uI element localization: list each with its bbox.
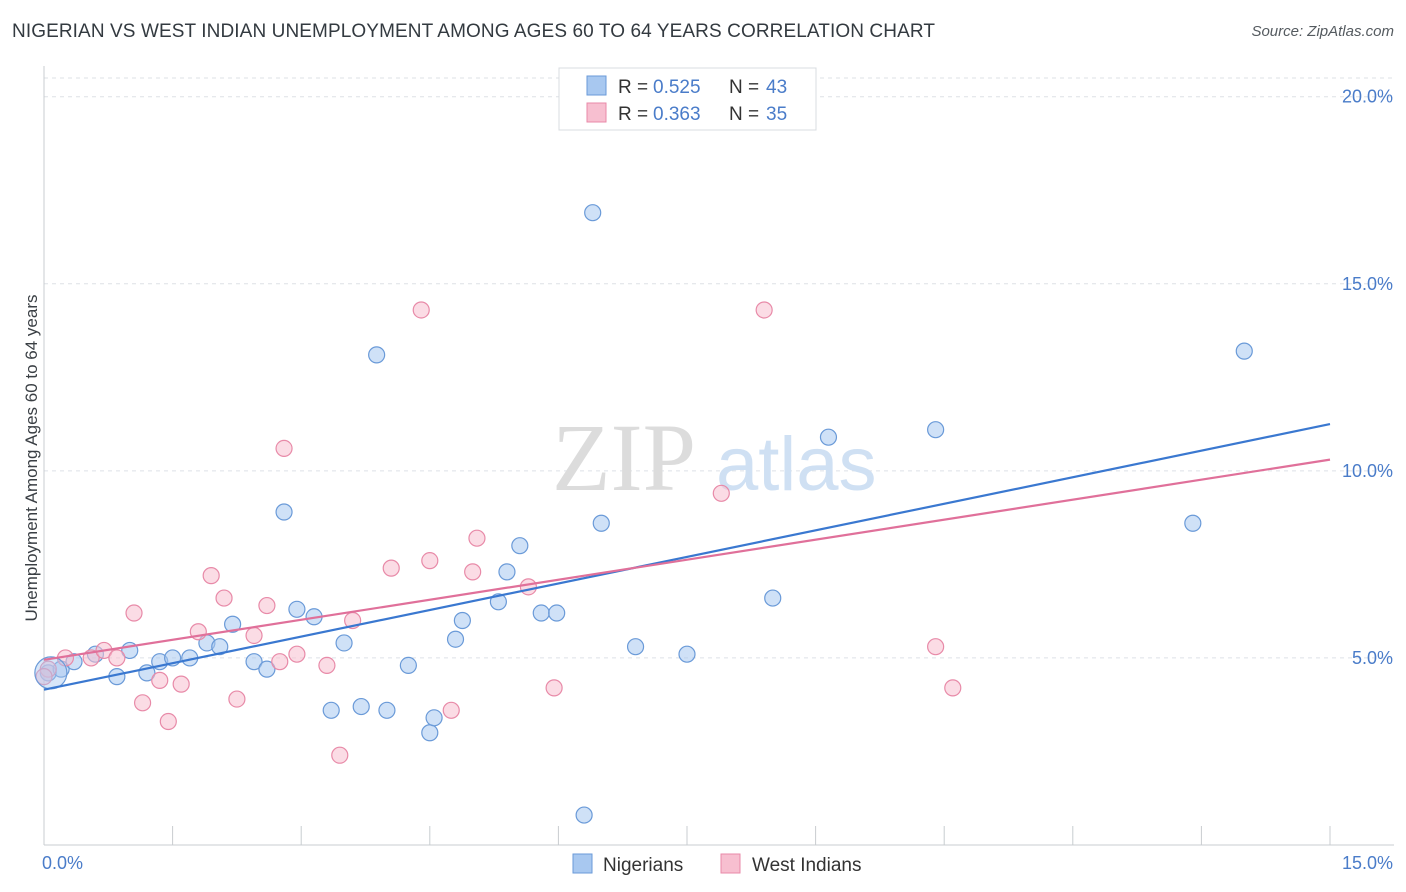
west-indian-point	[318, 656, 336, 675]
nigerian-point	[511, 537, 529, 555]
legend-r-value: 0.363	[653, 104, 701, 125]
watermark-atlas: atlas	[716, 422, 877, 507]
west-indian-point	[382, 559, 400, 577]
nigerian-point	[819, 428, 838, 446]
nigerian-point	[211, 638, 229, 656]
nigerian-point	[453, 611, 471, 630]
nigerian-point	[322, 701, 340, 719]
x-tick-label: 0.0%	[42, 853, 83, 873]
trendlines	[43, 423, 1331, 691]
bottom-legend-nigerians: Nigerians	[603, 855, 683, 876]
west-indian-point	[215, 589, 233, 607]
y-tick-label: 10.0%	[1342, 461, 1393, 481]
nigerian-point	[368, 346, 386, 364]
nigerian-point	[764, 589, 782, 607]
y-tick-label: 5.0%	[1352, 648, 1393, 668]
legend-n-value: 43	[766, 77, 787, 98]
data-points	[34, 204, 1253, 824]
nigerian-point	[678, 645, 696, 663]
y-tick-label: 15.0%	[1342, 274, 1393, 294]
west-indian-point	[172, 675, 190, 693]
nigerian-point	[399, 656, 417, 675]
west-indian-point	[412, 301, 430, 319]
west-indian-point	[228, 690, 246, 708]
west-indian-point	[421, 552, 439, 570]
nigerian-point	[288, 600, 306, 618]
west-indian-point	[288, 645, 306, 663]
axes	[43, 66, 1394, 846]
legend-swatch-pink	[586, 102, 607, 123]
legend-r-label: R =	[618, 77, 648, 98]
y-axis-label: Unemployment Among Ages 60 to 64 years	[22, 295, 41, 622]
nigerian-point	[335, 634, 353, 652]
nigerian-cluster-point	[34, 656, 68, 690]
nigerian-point	[584, 204, 602, 222]
nigerian-point	[592, 514, 610, 532]
west-indian-point	[275, 439, 293, 458]
west-indian-point	[944, 679, 962, 697]
west-indian-point	[271, 653, 289, 671]
west-indian-point	[108, 649, 126, 667]
tick-labels: 5.0% 10.0% 15.0% 20.0% 0.0% 15.0%	[42, 87, 1393, 873]
nigerian-point	[275, 503, 293, 521]
west-indian-point	[159, 712, 177, 731]
west-indian-point	[927, 638, 945, 656]
legend-swatch-blue	[586, 75, 607, 96]
gridlines	[44, 77, 1394, 659]
bottom-legend-west-indians: West Indians	[752, 855, 861, 876]
nigerian-point	[548, 604, 566, 622]
x-tick-label: 15.0%	[1342, 853, 1393, 873]
y-tick-label: 20.0%	[1342, 87, 1393, 107]
nigerian-point	[498, 563, 516, 581]
west-indian-point	[35, 668, 53, 686]
west-indian-point	[545, 679, 563, 697]
nigerian-point	[1235, 342, 1253, 360]
west-indian-point	[442, 701, 460, 719]
nigerian-point	[378, 701, 396, 719]
west-indian-point	[245, 626, 263, 645]
nigerian-point	[532, 604, 550, 622]
nigerians-trendline	[43, 423, 1331, 691]
legend-top: R = 0.525 N = 43 R = 0.363 N = 35	[558, 67, 817, 131]
west-indian-point	[464, 563, 482, 581]
west-indian-point	[712, 484, 730, 502]
west-indian-point	[202, 567, 220, 585]
west-indian-point	[125, 604, 143, 622]
legend-bottom: Nigerians West Indians	[572, 853, 861, 876]
nigerian-point	[1184, 514, 1202, 532]
nigerian-point	[245, 653, 263, 671]
west-indian-point	[258, 596, 276, 615]
legend-n-label: N =	[729, 77, 759, 98]
watermark-zip: ZIP	[552, 404, 696, 511]
chart-source: Source: ZipAtlas.com	[1251, 23, 1394, 40]
nigerian-point	[352, 697, 370, 716]
west-indian-point	[468, 529, 486, 547]
nigerian-point	[425, 709, 443, 727]
bottom-legend-swatch-nigerians	[572, 853, 593, 874]
west-indian-point	[755, 301, 773, 319]
legend-r-label: R =	[618, 104, 648, 125]
west-indian-point	[133, 694, 152, 712]
chart-title: NIGERIAN VS WEST INDIAN UNEMPLOYMENT AMO…	[12, 21, 936, 42]
legend-n-label: N =	[729, 104, 759, 125]
nigerian-point	[421, 724, 439, 742]
bottom-legend-swatch-west-indians	[720, 853, 741, 874]
nigerian-point	[575, 806, 593, 824]
west-indians-trendline	[43, 458, 1331, 661]
nigerian-point	[258, 660, 276, 678]
west-indian-point	[519, 578, 537, 596]
nigerian-point	[224, 615, 242, 633]
nigerian-point	[927, 421, 945, 439]
west-indian-point	[151, 671, 169, 689]
nigerian-point	[626, 638, 645, 656]
west-indian-point	[331, 746, 349, 764]
legend-r-value: 0.525	[653, 77, 701, 98]
legend-n-value: 35	[766, 104, 787, 125]
nigerian-point	[446, 630, 465, 648]
